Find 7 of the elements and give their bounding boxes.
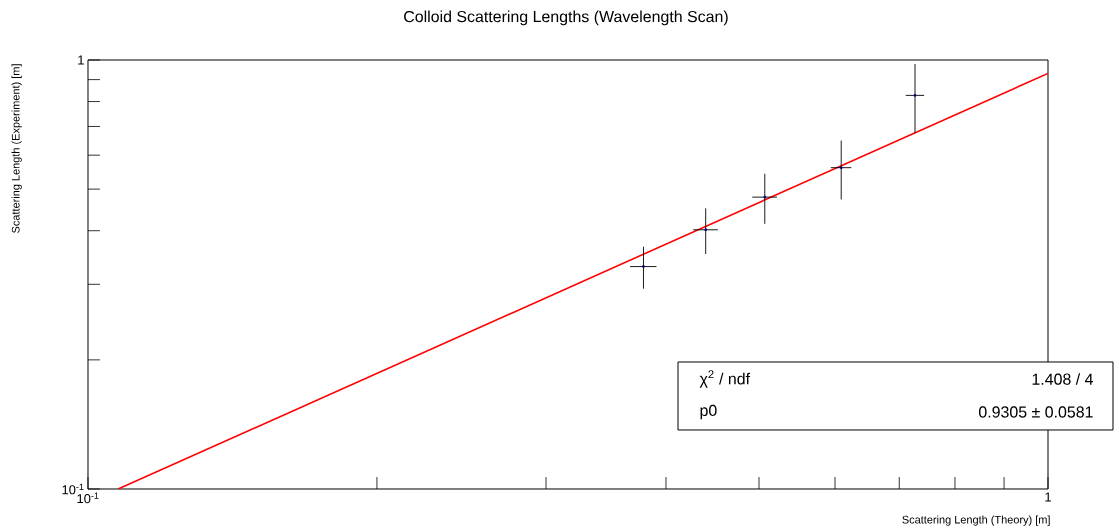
y-axis-title: Scattering Length (Experiment) [m] (11, 64, 22, 233)
annotation: 1.408 / 4 (1032, 373, 1093, 385)
chart-title: Colloid Scattering Lengths (Wavelength Scan) (404, 10, 728, 26)
annotation: 0.9305 ± 0.0581 (978, 406, 1093, 418)
annotation: p0 (700, 404, 717, 420)
x-axis-title: Scattering Length (Theory) [m] (902, 515, 1050, 526)
annotation: χ$^{2}$ / ndf (699, 370, 751, 388)
